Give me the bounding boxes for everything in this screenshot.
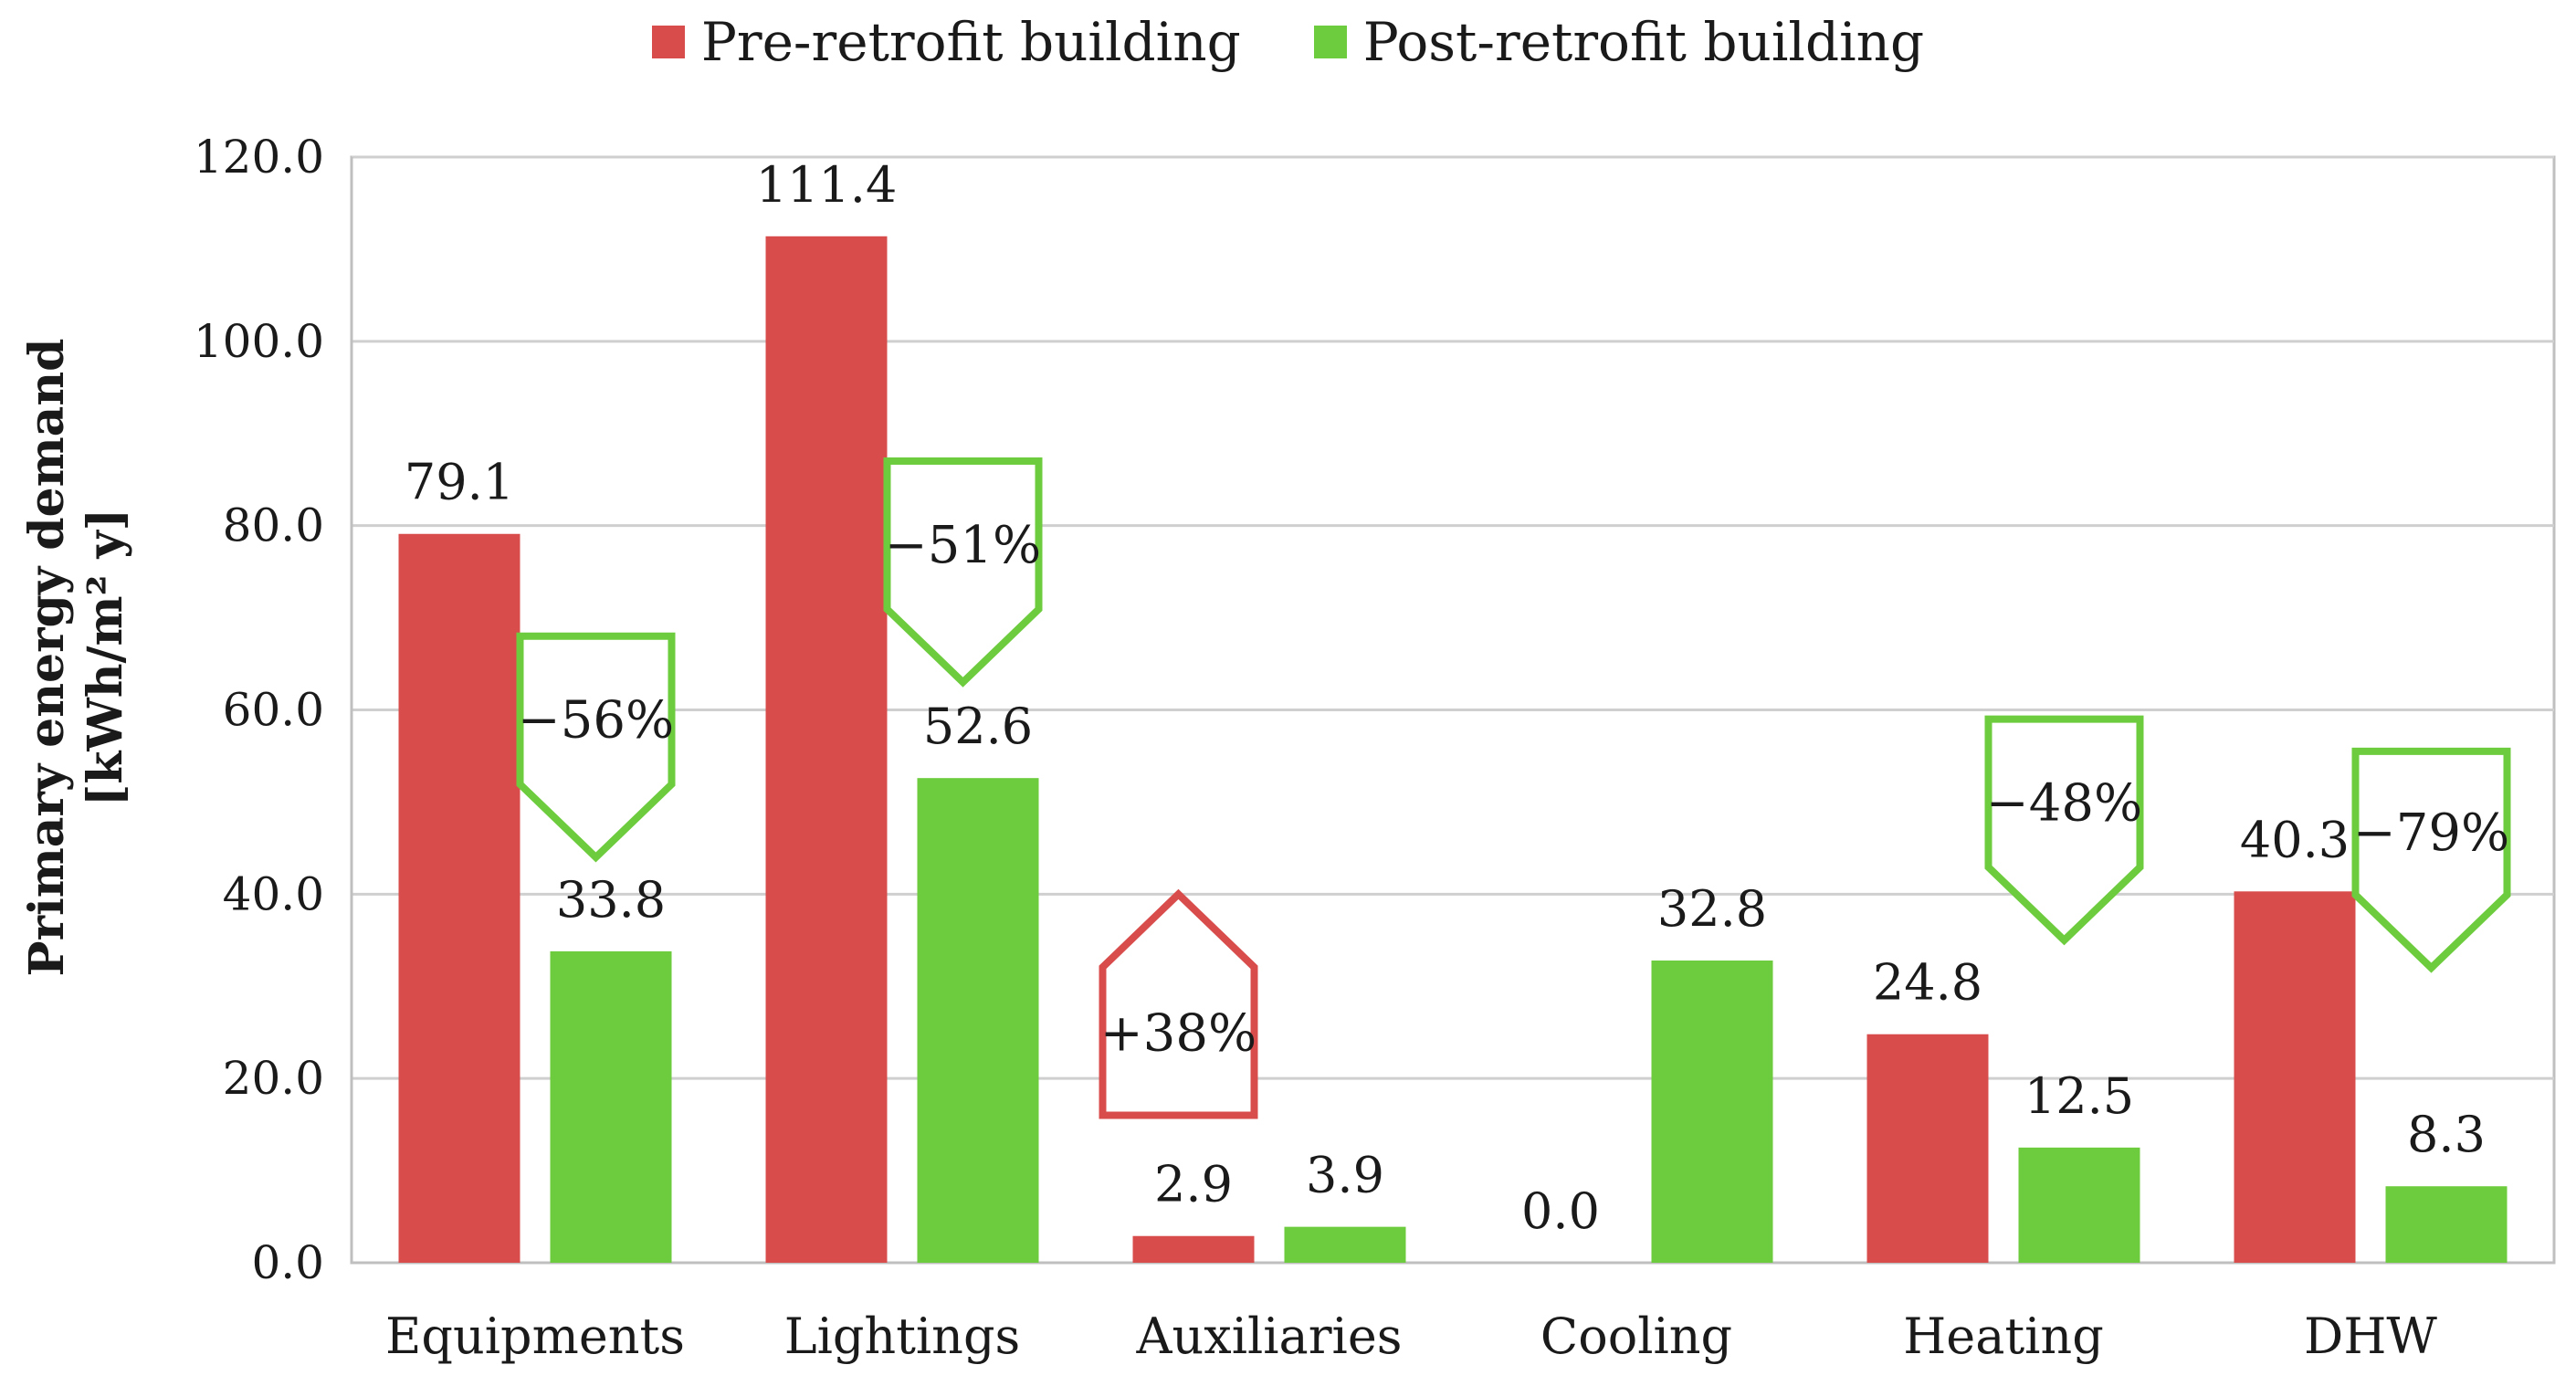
y-tick-label: 20.0	[223, 1052, 324, 1105]
bar-post-dhw	[2385, 1186, 2508, 1263]
bar-post-heating	[2018, 1147, 2140, 1263]
data-label: 24.8	[1873, 954, 1982, 1012]
y-tick-label: 80.0	[223, 499, 324, 552]
annotation-arrow	[2351, 747, 2511, 973]
annotation-label: −79%	[2353, 803, 2509, 863]
x-tick-label: Auxiliaries	[1136, 1307, 1403, 1365]
bar-pre-dhw	[2234, 891, 2356, 1263]
y-tick-label: 60.0	[223, 684, 324, 737]
x-tick-label: Equipments	[385, 1307, 685, 1365]
data-label: 0.0	[1521, 1182, 1600, 1240]
legend-label-pre-retrofit: Pre-retrofit building	[700, 11, 1241, 73]
bar-pre-heating	[1866, 1034, 1989, 1263]
data-label: 40.3	[2240, 811, 2350, 868]
bar-post-lightings	[917, 778, 1039, 1263]
annotation-arrow	[883, 457, 1043, 688]
legend-item-pre-retrofit: Pre-retrofit building	[651, 11, 1241, 73]
data-label: 111.4	[756, 156, 898, 214]
y-tick-label: 0.0	[251, 1236, 324, 1289]
annotation-label: +38%	[1100, 1004, 1256, 1064]
data-label: 52.6	[923, 698, 1033, 755]
legend-swatch-post-retrofit	[1313, 26, 1347, 58]
y-tick-label: 120.0	[194, 131, 324, 184]
bar-pre-lightings	[765, 236, 888, 1263]
legend-swatch-pre-retrofit	[651, 26, 685, 58]
annotation-arrow	[516, 632, 676, 863]
x-tick-label: Heating	[1903, 1307, 2104, 1365]
legend-label-post-retrofit: Post-retrofit building	[1362, 11, 1925, 73]
y-tick-label: 100.0	[194, 315, 324, 368]
bar-pre-auxiliaries	[1132, 1235, 1255, 1263]
data-label: 2.9	[1154, 1156, 1233, 1213]
data-label: 33.8	[556, 871, 666, 929]
bar-post-cooling	[1651, 960, 1773, 1263]
x-tick-label: Lightings	[784, 1307, 1021, 1365]
annotation-arrow	[1099, 888, 1258, 1119]
legend-item-post-retrofit: Post-retrofit building	[1313, 11, 1925, 73]
annotation-arrow	[1984, 715, 2144, 946]
data-label: 79.1	[405, 454, 514, 511]
bar-pre-equipments	[398, 533, 520, 1263]
annotation-label: −48%	[1986, 773, 2142, 833]
data-label: 8.3	[2407, 1106, 2486, 1163]
legend: Pre-retrofit building Post-retrofit buil…	[0, 11, 2576, 73]
data-label: 32.8	[1657, 880, 1767, 938]
annotation-label: −51%	[885, 516, 1041, 575]
data-label: 3.9	[1306, 1147, 1384, 1204]
bar-post-auxiliaries	[1284, 1226, 1406, 1263]
x-tick-label: DHW	[2304, 1307, 2437, 1365]
annotation-label: −56%	[518, 691, 674, 751]
bar-post-equipments	[550, 950, 672, 1263]
data-label: 12.5	[2024, 1067, 2134, 1125]
y-tick-label: 40.0	[223, 867, 324, 920]
x-tick-label: Cooling	[1540, 1307, 1732, 1365]
